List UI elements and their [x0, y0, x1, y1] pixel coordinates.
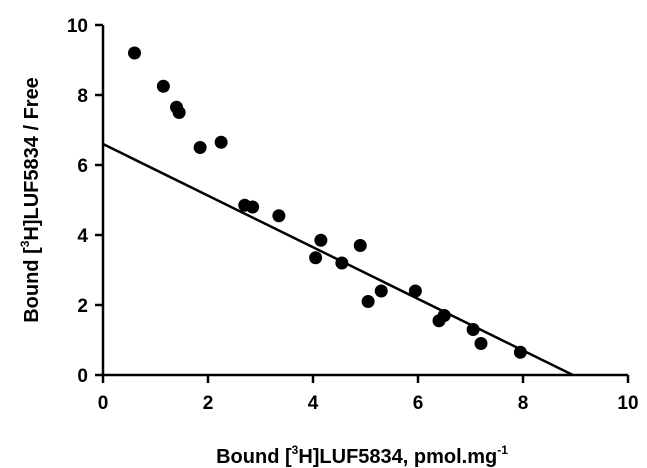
x-tick-label: 6 — [413, 393, 424, 414]
data-point — [437, 309, 451, 322]
data-point — [513, 345, 527, 359]
x-tick-label: 10 — [617, 393, 638, 414]
data-point — [156, 79, 170, 93]
x-axis-title: Bound [3H]LUF5834, pmol.mg-1 — [216, 443, 508, 468]
y-tick-label: 2 — [77, 296, 88, 317]
data-point — [214, 135, 228, 149]
data-point — [374, 284, 388, 298]
data-point — [193, 141, 207, 154]
tick-labels: 0 2 4 6 8 10 0 2 4 6 8 10 — [67, 16, 639, 414]
data-point — [314, 233, 328, 247]
x-tick-label: 8 — [518, 393, 529, 414]
data-point — [246, 200, 260, 214]
data-point — [128, 46, 141, 60]
y-tick-label: 10 — [67, 16, 88, 37]
data-point — [474, 337, 488, 350]
data-point — [335, 256, 349, 270]
axes — [95, 23, 630, 383]
data-point — [466, 323, 480, 336]
x-tick-label: 0 — [98, 393, 109, 414]
data-point — [353, 239, 367, 252]
y-tick-label: 6 — [77, 156, 88, 177]
x-tick-label: 2 — [203, 393, 214, 414]
x-tick-label: 4 — [308, 393, 319, 414]
data-point — [408, 284, 422, 298]
data-point — [309, 251, 323, 265]
data-points — [128, 46, 527, 359]
y-tick-label: 4 — [77, 226, 88, 247]
y-axis-title: Bound [3H]LUF5834 / Free — [18, 77, 43, 323]
y-tick-label: 8 — [77, 86, 88, 107]
data-point — [172, 106, 186, 119]
data-point — [272, 209, 286, 223]
data-point — [361, 295, 375, 308]
y-tick-label: 0 — [77, 366, 88, 387]
